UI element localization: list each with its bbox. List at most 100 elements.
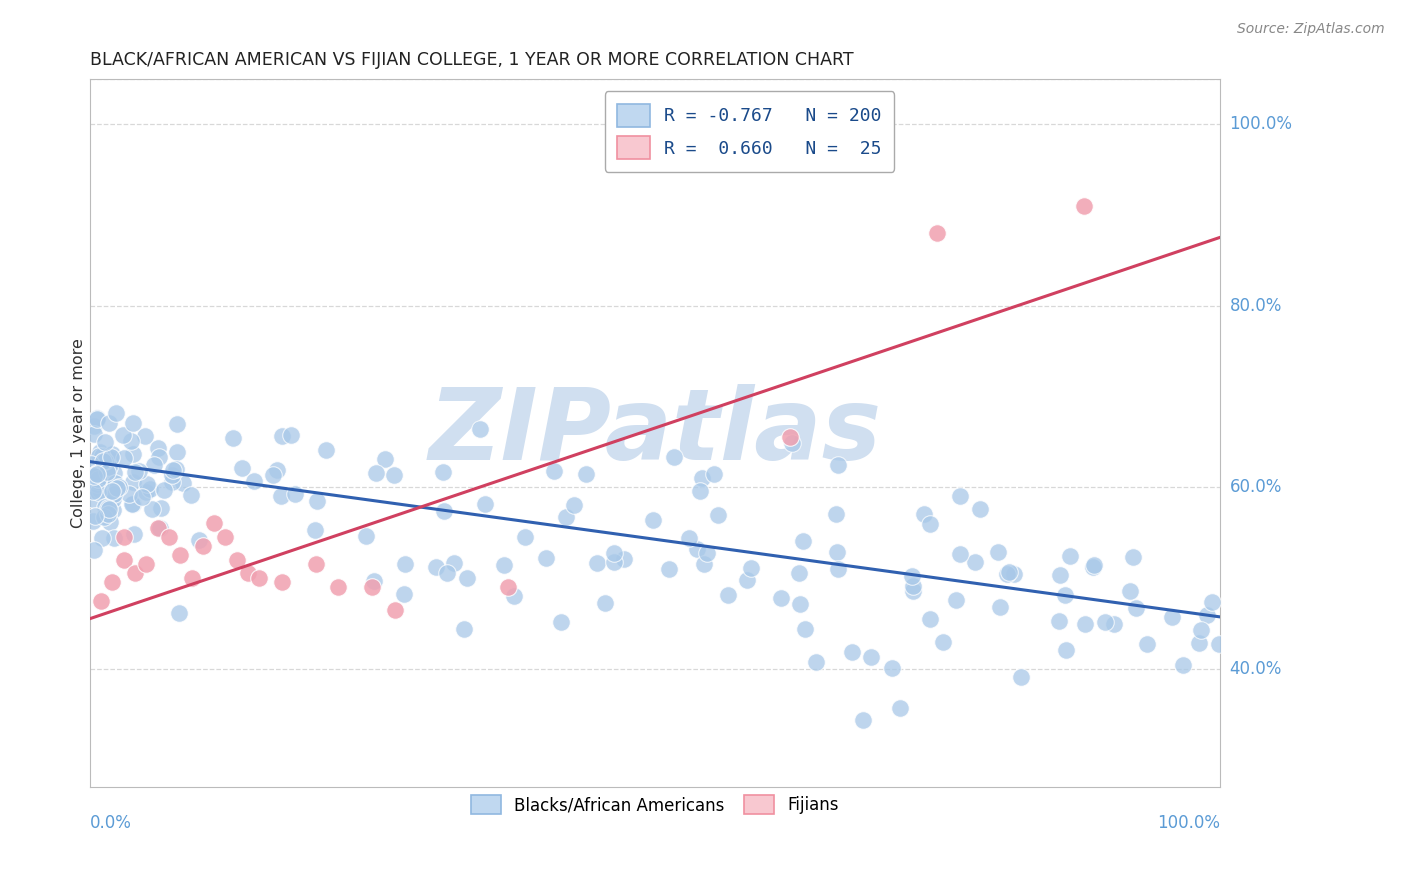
- Point: [100, 450, 122, 464]
- Point: [806, 655, 828, 669]
- Legend: Blacks/African Americans, Fijians: Blacks/African Americans, Fijians: [464, 789, 846, 821]
- Point: [987, 544, 1010, 558]
- Point: [162, 463, 184, 477]
- Point: [86, 411, 108, 425]
- Point: [221, 431, 243, 445]
- Point: [96, 465, 118, 479]
- Point: [575, 467, 598, 481]
- Point: [990, 599, 1012, 614]
- Point: [780, 435, 803, 450]
- Point: [191, 539, 214, 553]
- Point: [94, 500, 117, 514]
- Point: [97, 460, 120, 475]
- Point: [1189, 623, 1212, 637]
- Point: [86, 411, 108, 425]
- Point: [97, 507, 120, 521]
- Point: [118, 487, 141, 501]
- Point: [328, 580, 350, 594]
- Point: [80, 457, 103, 471]
- Point: [932, 634, 955, 648]
- Point: [94, 435, 117, 450]
- Point: [827, 562, 849, 576]
- Point: [827, 545, 849, 559]
- Point: [83, 469, 105, 483]
- Point: [735, 574, 758, 588]
- Point: [98, 417, 121, 431]
- Point: [87, 475, 110, 489]
- Point: [111, 428, 134, 442]
- Point: [271, 429, 294, 443]
- Point: [139, 483, 162, 497]
- Point: [101, 483, 124, 498]
- Point: [122, 497, 145, 511]
- Point: [86, 477, 108, 491]
- Point: [112, 530, 135, 544]
- Point: [889, 700, 911, 714]
- Point: [98, 515, 121, 529]
- Point: [696, 546, 718, 560]
- Point: [167, 606, 190, 620]
- Point: [172, 475, 194, 490]
- Point: [135, 558, 157, 572]
- Point: [603, 546, 626, 560]
- Point: [769, 591, 792, 606]
- Point: [98, 502, 121, 516]
- Point: [945, 592, 967, 607]
- Point: [824, 507, 846, 521]
- Point: [280, 428, 302, 442]
- Point: [492, 558, 515, 572]
- Point: [105, 406, 128, 420]
- Point: [120, 434, 142, 448]
- Point: [1208, 638, 1230, 652]
- Point: [82, 471, 104, 485]
- Point: [1188, 635, 1211, 649]
- Point: [105, 481, 128, 495]
- Text: 40.0%: 40.0%: [1230, 659, 1282, 678]
- Point: [80, 473, 103, 487]
- Point: [83, 468, 105, 483]
- Point: [266, 463, 288, 477]
- Point: [153, 483, 176, 498]
- Point: [149, 521, 172, 535]
- Point: [83, 427, 105, 442]
- Point: [180, 488, 202, 502]
- Text: 80.0%: 80.0%: [1230, 296, 1282, 315]
- Point: [148, 450, 170, 464]
- Point: [534, 551, 557, 566]
- Point: [995, 567, 1018, 582]
- Point: [1083, 558, 1105, 573]
- Point: [91, 450, 114, 464]
- Point: [86, 467, 108, 481]
- Point: [827, 458, 849, 472]
- Text: ZIPatlas: ZIPatlas: [429, 384, 882, 481]
- Point: [105, 482, 128, 496]
- Point: [690, 471, 713, 485]
- Text: Source: ZipAtlas.com: Source: ZipAtlas.com: [1237, 22, 1385, 37]
- Point: [1054, 588, 1077, 602]
- Point: [703, 467, 725, 481]
- Point: [141, 501, 163, 516]
- Point: [1197, 607, 1219, 622]
- Point: [1171, 657, 1194, 672]
- Point: [793, 622, 815, 636]
- Point: [284, 487, 307, 501]
- Point: [997, 566, 1019, 580]
- Point: [146, 521, 169, 535]
- Point: [112, 450, 135, 465]
- Point: [841, 644, 863, 658]
- Text: 60.0%: 60.0%: [1230, 478, 1282, 496]
- Point: [693, 557, 716, 571]
- Point: [101, 503, 124, 517]
- Point: [432, 465, 454, 479]
- Point: [593, 596, 616, 610]
- Point: [779, 430, 801, 444]
- Point: [247, 571, 270, 585]
- Point: [613, 552, 636, 566]
- Point: [1094, 615, 1116, 630]
- Point: [382, 468, 405, 483]
- Point: [949, 489, 972, 503]
- Point: [562, 498, 585, 512]
- Point: [1073, 199, 1095, 213]
- Point: [225, 552, 247, 566]
- Text: 100.0%: 100.0%: [1157, 814, 1220, 832]
